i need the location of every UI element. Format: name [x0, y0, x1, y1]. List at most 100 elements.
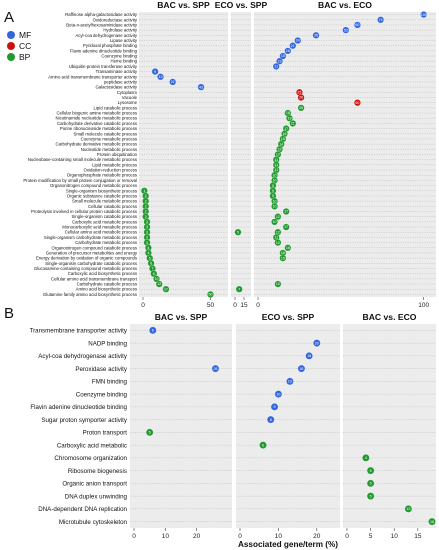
data-point [286, 114, 293, 122]
facet-title: ECO vs. SPP [215, 0, 268, 10]
facet-background [139, 12, 228, 297]
term-label: Oxidation-reduction process [84, 168, 138, 173]
term-label: NADP binding [88, 340, 127, 347]
term-label: Cellular amino acid transmembrane transp… [51, 276, 138, 281]
legend-bp-label: BP [19, 52, 31, 62]
term-label: Amino acid transmembrane transporter act… [48, 74, 138, 79]
data-point-label: 7 [151, 267, 153, 271]
term-label: Heme binding [110, 59, 137, 64]
term-label: Beta-n-acetylhexosaminidase activity [66, 22, 138, 27]
term-label: Single-organism carbohydrate catabolic p… [45, 261, 137, 266]
data-point [207, 290, 214, 298]
term-label: Protein ubiquitination [97, 152, 138, 157]
data-point-label: 3 [146, 236, 148, 240]
data-point [274, 239, 282, 247]
data-point [151, 68, 159, 76]
data-point [279, 254, 287, 262]
data-point-label: 18 [286, 111, 290, 115]
data-point-label: 9 [272, 189, 274, 193]
data-point-label: 10 [273, 173, 277, 177]
data-point [428, 517, 436, 526]
term-label: Proteolysis involved in cellular protein… [31, 209, 137, 214]
data-point [313, 339, 321, 347]
data-point [282, 208, 290, 215]
facet-background [130, 324, 232, 528]
data-point-label: 5 [149, 431, 151, 435]
term-label: Lipase activity [110, 38, 138, 43]
x-tick-label: 0 [238, 533, 242, 540]
data-point-label: 18 [286, 246, 290, 250]
data-point-label: 15 [281, 251, 285, 255]
facet-title: BAC vs. ECO [363, 312, 417, 322]
data-point [266, 415, 275, 424]
panel-b: BAC vs. SPP 0 10 20 ECO vs. SPP 0 10 20 BAC vs. … [30, 312, 436, 540]
data-point-label: 9 [154, 70, 156, 74]
facet-title: BAC vs. SPP [155, 312, 208, 322]
term-label: Vacuole [122, 95, 138, 100]
data-point-label: 26 [213, 367, 217, 371]
x-tick-label: 20 [313, 533, 321, 540]
term-label: Coenzyme binding [76, 391, 128, 398]
data-point-label: 18 [430, 520, 434, 524]
data-point [145, 428, 154, 437]
data-point-label: 50 [209, 293, 213, 297]
data-point-label: 17 [284, 127, 288, 131]
data-point-label: 15 [281, 54, 285, 58]
data-point-label: 3 [146, 230, 148, 234]
data-point-label: 2 [145, 199, 147, 203]
data-point [284, 244, 292, 252]
data-point-label: 16 [283, 132, 287, 136]
term-label: Energy derivation by oxidation of organi… [36, 256, 137, 261]
legend-cc-label: CC [19, 41, 31, 51]
x-tick-label: 0 [233, 302, 237, 309]
term-label: Single-organism catabolic process [72, 214, 137, 219]
x-tick-label: 10 [162, 533, 170, 540]
data-point-label: 10 [273, 205, 277, 209]
data-point [366, 492, 375, 500]
data-point-label: 5 [370, 469, 372, 473]
data-point-label: 26 [299, 96, 303, 100]
term-label: Single-organism carbohydrate metabolic p… [44, 235, 137, 240]
term-label: Cellular catabolic process [88, 204, 137, 209]
term-label: Acyl-coa dehydrogenase activity [75, 33, 137, 38]
term-label: Lipid catabolic process [94, 105, 137, 110]
data-point-label: 17 [164, 287, 168, 291]
x-tick-label: 100 [418, 302, 429, 309]
data-point [286, 377, 294, 386]
term-label: Nucleobase-containing small molecule met… [28, 157, 137, 162]
term-label: Organophosphate metabolic process [67, 173, 137, 178]
term-label: Carbohydrate catabolic process [77, 282, 137, 287]
term-label: Glutamine family amino acid biosynthetic… [43, 292, 137, 297]
facet-title: BAC vs. SPP [157, 0, 210, 10]
data-point [404, 505, 413, 513]
data-point [169, 78, 177, 86]
data-point [297, 364, 306, 373]
data-point [282, 223, 290, 231]
data-point-label: 13 [159, 75, 163, 79]
term-label: FMN binding [92, 379, 128, 386]
data-point-label: 74 [379, 18, 383, 22]
data-point-label: 11 [274, 236, 278, 240]
data-point-label: 5 [370, 494, 372, 498]
data-point [366, 466, 375, 475]
panel-b-label: B [4, 305, 14, 322]
data-point-label: 5 [149, 256, 151, 260]
data-point [279, 52, 287, 60]
data-point-label: 2 [145, 205, 147, 209]
data-point-label: 11 [274, 158, 278, 162]
term-label: DNA-dependent DNA replication [38, 506, 127, 513]
term-label: Carbohydrate derivative metabolic proces… [56, 142, 137, 147]
data-point-label: 15 [281, 256, 285, 260]
term-label: Proton transport [83, 430, 128, 437]
data-point-label: 22 [171, 80, 175, 84]
term-label: DNA duplex unwinding [65, 493, 128, 500]
x-tick-label: 50 [207, 302, 215, 309]
data-point-label: 6 [262, 443, 264, 447]
data-point-label: 35 [314, 34, 318, 38]
data-point-label: 12 [157, 282, 161, 286]
legend-cc-marker [7, 42, 15, 50]
data-point-label: 6 [150, 262, 152, 266]
legend: MF CC BP [7, 30, 31, 62]
term-label: Raffinose alpha-galactosidase activity [65, 12, 138, 17]
